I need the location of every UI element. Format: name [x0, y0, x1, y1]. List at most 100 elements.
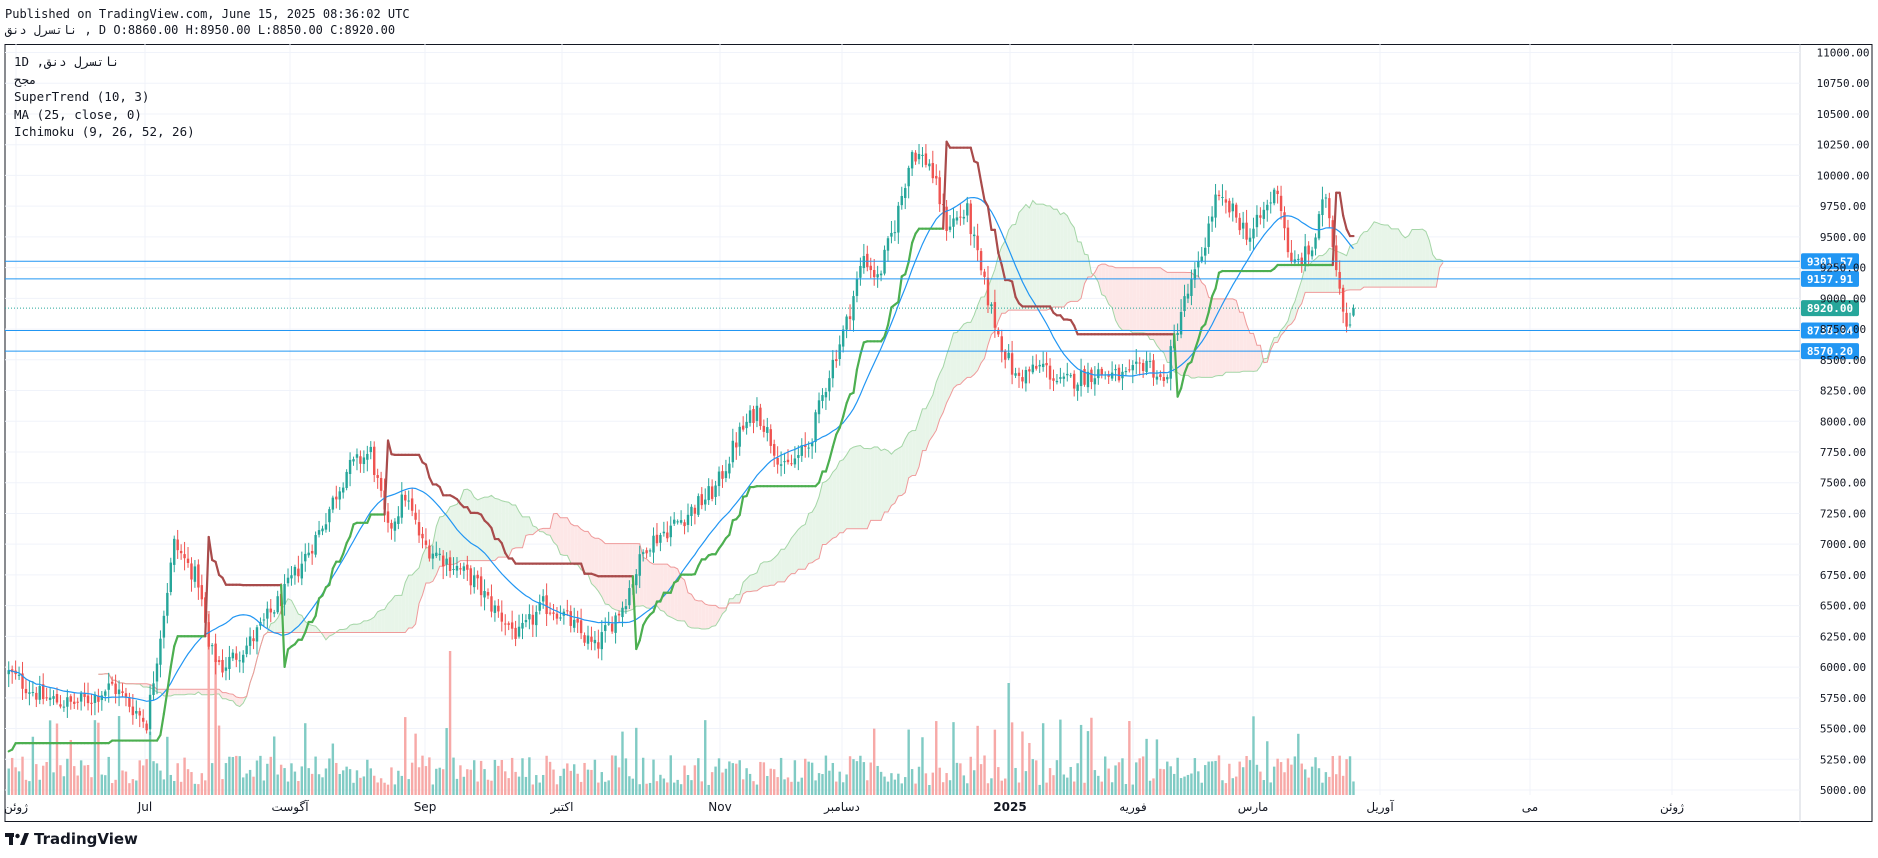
candle-body [290, 575, 293, 579]
volume-bar [155, 763, 159, 795]
candle-body [35, 692, 38, 700]
cloud-segment [884, 449, 888, 512]
volume-bar [283, 768, 286, 795]
candle-body [41, 684, 45, 700]
candle-body [997, 329, 1000, 335]
volume-bar [1241, 767, 1245, 795]
candle-body [1093, 378, 1097, 385]
published-line: Published on TradingView.com, June 15, 2… [5, 7, 410, 21]
volume-bar [848, 756, 852, 795]
candle-body [21, 673, 24, 689]
cloud-segment [350, 624, 354, 633]
supertrend-legend[interactable]: SuperTrend (10, 3) [14, 89, 150, 104]
cloud-segment [346, 625, 351, 633]
candle-body [600, 632, 604, 650]
cloud-segment [956, 328, 961, 385]
candle-body [245, 645, 248, 655]
supertrend-segment [321, 586, 328, 597]
supertrend-segment [976, 161, 983, 184]
volume-bar [552, 769, 555, 795]
grid [5, 44, 1800, 795]
level-price-text: 9157.91 [1807, 273, 1854, 286]
volume-bar [776, 777, 779, 795]
cloud-segment [236, 697, 240, 707]
candle-body [173, 538, 176, 565]
candle-body [221, 659, 224, 673]
supertrend-segment [345, 535, 352, 545]
volume-bar [407, 779, 410, 795]
supertrend-segment [1345, 227, 1352, 238]
cloud-segment [846, 449, 851, 529]
cloud-segment [1322, 253, 1326, 293]
volume-bar [983, 755, 986, 795]
volume-bar [900, 783, 903, 795]
volume-bar [748, 773, 752, 795]
candle-body [962, 216, 966, 219]
volume-bar [793, 760, 797, 795]
brand-name: TradingView [34, 830, 138, 848]
candle-body [304, 553, 307, 562]
cloud-segment [277, 610, 282, 633]
volume-bar [928, 784, 931, 795]
supertrend-segment [11, 742, 17, 751]
candle-body [779, 464, 783, 466]
candle-body [1331, 220, 1334, 248]
volume-bar [262, 780, 266, 795]
cloud-segment [981, 296, 985, 363]
candle-body [766, 427, 769, 433]
tradingview-brand[interactable]: TradingView [5, 830, 138, 848]
cloud-segment [1243, 312, 1247, 372]
supertrend-segment [1173, 333, 1179, 398]
volume-bar [476, 781, 479, 795]
candle-body [1069, 375, 1072, 377]
price-tick-label: 10000.00 [1817, 169, 1870, 182]
symbol-line[interactable]: 1D ,ناتسرل دنق [14, 54, 120, 69]
time-tick-label: Jul [137, 800, 152, 814]
supertrend-segment [697, 558, 703, 567]
candle-body [1038, 364, 1041, 367]
candle-body [283, 583, 286, 605]
volume-bar [972, 770, 976, 795]
volume-bar [952, 722, 955, 795]
cloud-segment [801, 524, 806, 570]
volume-bar [986, 783, 990, 795]
candle-body [955, 217, 959, 221]
candle-body [1055, 380, 1059, 383]
volume-bar [824, 755, 828, 795]
cloud-segment [377, 610, 382, 633]
volume-bar [307, 768, 310, 795]
volume-bar [562, 768, 566, 795]
candle-body [1279, 195, 1283, 212]
supertrend-segment [728, 519, 734, 536]
candle-body [548, 612, 552, 614]
candle-body [1035, 365, 1038, 369]
supertrend-segment [304, 620, 310, 634]
ma-legend[interactable]: MA (25, close, 0) [14, 106, 142, 122]
cloud-segment [1067, 215, 1071, 303]
candle-body [73, 701, 76, 704]
supertrend-segment [886, 306, 893, 327]
cloud-segment [1432, 254, 1437, 288]
volume-bar [469, 769, 472, 795]
candle-body [945, 206, 948, 231]
volume-bar [38, 779, 41, 795]
supertrend-segment [1190, 348, 1196, 363]
volume-bar [1083, 782, 1086, 795]
candle-body [79, 692, 83, 702]
candle-body [1186, 293, 1190, 299]
cloud-segment [188, 689, 192, 695]
volume-bar [114, 779, 117, 795]
candle-body [807, 447, 810, 449]
ichimoku-legend[interactable]: Ichimoku (9, 26, 52, 26) [14, 124, 195, 139]
supertrend-segment [424, 463, 431, 479]
candle-body [976, 235, 979, 251]
candle-body [269, 608, 272, 613]
candle-body [1266, 204, 1269, 211]
candle-body [541, 596, 545, 602]
volume-bar [876, 765, 879, 795]
volume-bar [1062, 774, 1066, 795]
candle-body [869, 265, 872, 271]
candle-body [69, 696, 72, 702]
price-tick-label: 9750.00 [1820, 200, 1866, 213]
